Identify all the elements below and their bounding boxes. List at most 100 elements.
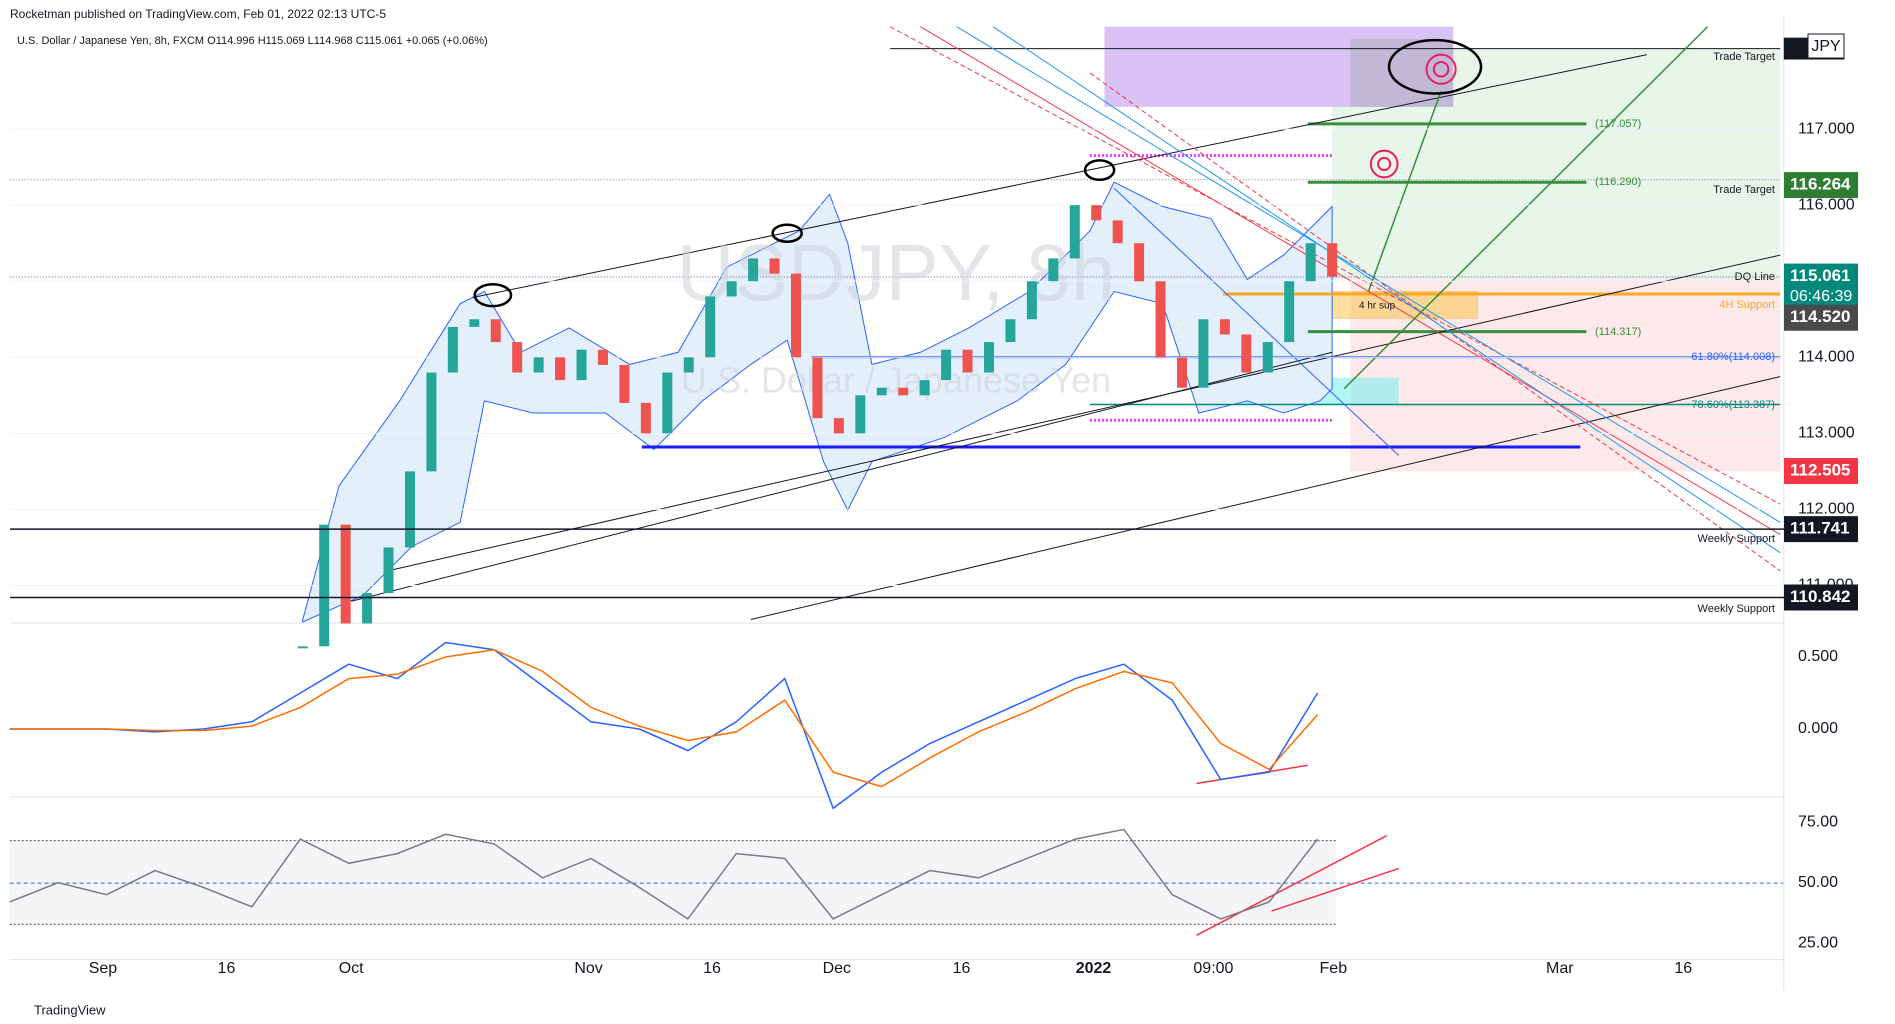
symbol-legend: U.S. Dollar / Japanese Yen, 8h, FXCM O11… (17, 35, 488, 47)
price-tag (1784, 458, 1858, 485)
hand-drawn (1389, 40, 1481, 93)
candle (490, 319, 501, 343)
candle (705, 296, 716, 358)
candle (1198, 319, 1209, 388)
hand-drawn (773, 225, 802, 242)
candle (898, 387, 909, 396)
target-icon (1434, 62, 1449, 77)
watermark-sub: U.S. Dollar / Japanese Yen (681, 360, 1111, 401)
candle (512, 342, 523, 373)
candle (919, 380, 930, 396)
candle (1219, 319, 1230, 335)
drawing-label: Weekly Support (1698, 533, 1775, 545)
candle (404, 471, 415, 548)
drawing-label: (116.290) (1595, 176, 1641, 188)
candle (319, 524, 330, 647)
indicator-line (9, 641, 1319, 810)
trend-line (751, 377, 1780, 620)
target-icon (1371, 151, 1398, 178)
candle (855, 395, 866, 434)
candle (1134, 243, 1145, 282)
x-tick-label: Dec (823, 960, 851, 977)
candle (426, 372, 437, 472)
candle (962, 349, 973, 373)
candle (726, 281, 737, 297)
drawing-label: DQ Line (1735, 271, 1775, 283)
price-tag-label: 111.741 (1790, 519, 1850, 538)
channel-line (957, 27, 1780, 523)
candle (383, 547, 394, 594)
hand-drawn (1085, 160, 1114, 179)
price-tag-label: 110.842 (1790, 587, 1851, 606)
x-tick-label: Mar (1546, 960, 1574, 977)
candle (533, 357, 544, 373)
trend-line (472, 55, 1647, 298)
candle (1305, 243, 1316, 282)
price-tag (1784, 172, 1858, 199)
target-icon (1378, 158, 1390, 170)
y-tick-label: 25.00 (1798, 934, 1838, 951)
price-tag-label: 115.061 (1790, 266, 1851, 285)
candle (941, 349, 952, 381)
x-tick-label: Oct (339, 960, 364, 977)
drawing-label: (114.317) (1595, 326, 1641, 338)
symbol-badge: JPY (1811, 38, 1841, 55)
candle (469, 319, 480, 327)
candle (1069, 205, 1080, 259)
candle (640, 402, 651, 434)
publish-info: Rocketman published on TradingView.com, … (10, 7, 386, 21)
candle (790, 273, 801, 358)
price-tag-label: 112.505 (1790, 460, 1851, 479)
indicator-line (9, 648, 1319, 788)
candle (683, 357, 694, 373)
drawing-label: Trade Target (1713, 51, 1775, 63)
candle (1112, 220, 1123, 244)
candle (1155, 281, 1166, 358)
x-tick-label: 2022 (1076, 960, 1112, 977)
candle (1005, 319, 1016, 343)
trend-line (351, 352, 1332, 601)
y-tick-label: 0.500 (1798, 648, 1838, 665)
trend-line (1114, 188, 1399, 455)
candle (1262, 342, 1273, 373)
drawing-label: 78.60%(113.387) (1691, 399, 1775, 411)
drawing-label: Trade Target (1713, 184, 1775, 196)
candle (1091, 205, 1102, 221)
candle (812, 357, 823, 419)
x-tick-label: Nov (574, 960, 602, 977)
x-tick-label: 16 (218, 960, 236, 977)
x-tick-label: 16 (953, 960, 971, 977)
projection-line (1368, 91, 1441, 291)
candle (447, 326, 458, 373)
y-tick-label: 75.00 (1798, 813, 1838, 830)
candle (1026, 281, 1037, 320)
projection-line (1344, 27, 1707, 389)
candle (1176, 357, 1187, 388)
x-tick-label: Feb (1320, 960, 1348, 977)
candle (1048, 258, 1059, 282)
y-tick-label: 0.000 (1798, 720, 1838, 737)
symbol-badge-box (1807, 33, 1845, 59)
countdown: 06:46:39 (1790, 288, 1852, 305)
rsi-band (9, 840, 1336, 925)
drawing-label: (117.057) (1595, 118, 1641, 130)
drawing-label: Weekly Support (1698, 603, 1775, 615)
hand-drawn (475, 284, 511, 306)
y-tick-label: 116.000 (1798, 196, 1855, 213)
x-tick-label: 16 (1674, 960, 1692, 977)
indicator-line (9, 828, 1319, 920)
candle (1284, 281, 1295, 343)
price-tag-label: 116.264 (1790, 175, 1851, 194)
divergence-line (1196, 836, 1386, 936)
candle (297, 646, 308, 649)
price-tag-label: 114.520 (1790, 307, 1851, 326)
price-tag (1784, 516, 1858, 543)
candle (748, 258, 759, 282)
price-tag (1784, 304, 1858, 331)
x-tick-label: 09:00 (1193, 960, 1233, 977)
trend-line (388, 255, 1781, 571)
y-tick-label: 112.000 (1798, 501, 1855, 518)
candle (576, 349, 587, 381)
candle (1241, 334, 1252, 373)
candle (769, 258, 780, 274)
